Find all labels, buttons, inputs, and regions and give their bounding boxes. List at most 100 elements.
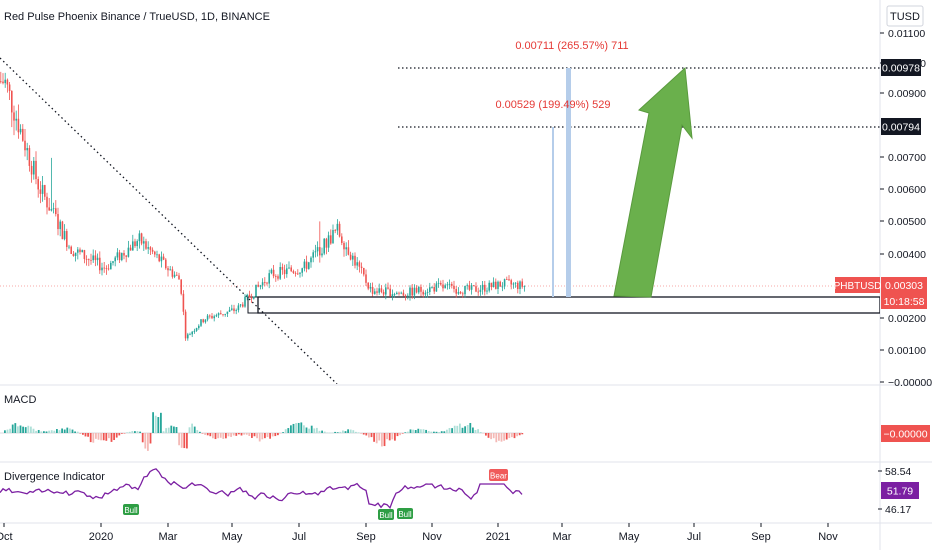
candle-body (415, 287, 418, 293)
candle-body (8, 84, 11, 91)
macd-bar (238, 433, 240, 435)
macd-bar (6, 429, 9, 433)
candle-body (6, 79, 9, 85)
downtrend-line[interactable] (0, 57, 338, 384)
candle-body (495, 281, 497, 289)
projection-arrow[interactable] (613, 66, 693, 298)
time-tick-label: Jul (292, 531, 306, 543)
candle-body (319, 247, 321, 256)
candle-body (171, 269, 174, 277)
divergence-current-tag: 51.79 (881, 482, 919, 499)
macd-bar (508, 433, 511, 439)
main-pane[interactable]: 0.00711 (265.57%) 711 0.00529 (199.49%) … (0, 40, 880, 384)
candle-body (110, 262, 112, 270)
macd-bar (388, 433, 391, 441)
candle-body (220, 313, 222, 315)
macd-bar (498, 433, 500, 441)
candle-body (239, 304, 242, 306)
candle-body (147, 247, 149, 249)
macd-histogram[interactable] (4, 412, 524, 451)
macd-bar (407, 431, 409, 433)
candle-body (105, 268, 108, 270)
price-axis[interactable]: 0.011000.010000.009000.007000.006000.005… (880, 28, 932, 389)
macd-bar (253, 433, 256, 437)
divergence-line[interactable] (0, 468, 523, 509)
macd-bar (58, 430, 61, 433)
mid-measure-bar[interactable] (552, 127, 554, 297)
macd-bar (196, 430, 199, 433)
candle-body (367, 282, 369, 289)
svg-text:Bull: Bull (124, 506, 138, 515)
macd-bar (170, 425, 173, 433)
candle-body (407, 295, 409, 297)
candle-body (167, 268, 169, 271)
currency-label: TUSD (890, 11, 920, 23)
macd-bar (53, 430, 56, 433)
macd-bar (349, 429, 352, 433)
macd-bar (516, 433, 518, 437)
candle-body (481, 284, 484, 290)
macd-bar (412, 429, 414, 433)
time-axis[interactable]: Oct 2020 Mar May Jul Sep Nov 2021 Mar May Jul Sep No… (0, 523, 838, 543)
macd-value-tag: −0.00000 (881, 425, 930, 442)
macd-bar (368, 433, 370, 438)
currency-button[interactable] (886, 5, 924, 27)
candle-body (451, 283, 453, 286)
price-tick-label: 0.00700 (888, 152, 926, 164)
macd-bar (318, 430, 321, 433)
symbol-tag: PHBTUSD (834, 277, 881, 293)
macd-bar (461, 427, 464, 433)
svg-text:51.79: 51.79 (887, 486, 913, 498)
candle-body (160, 256, 163, 262)
candle-body (385, 287, 387, 295)
target-measure-bar[interactable] (566, 68, 571, 297)
macd-bar (245, 433, 248, 435)
macd-bar (383, 433, 386, 447)
macd-bar (295, 423, 297, 433)
macd-bar (485, 433, 487, 436)
support-zone-box[interactable] (257, 296, 880, 314)
macd-bar (435, 431, 438, 433)
candle-body (281, 266, 284, 270)
candle-body (378, 288, 380, 293)
macd-bar (175, 427, 178, 433)
macd-bar (417, 428, 420, 433)
macd-bar (74, 431, 76, 433)
candle-body (13, 112, 15, 121)
candle-body (343, 242, 345, 250)
candle-body (409, 287, 411, 296)
macd-bar (381, 433, 383, 447)
macd-bar (30, 426, 32, 433)
candle-body (365, 274, 367, 283)
candle-body (17, 118, 20, 133)
divergence-label: Divergence Indicator (4, 471, 105, 483)
candle-body (475, 286, 477, 292)
macd-bar (136, 431, 139, 433)
candle-body (435, 283, 438, 292)
candle-body (248, 294, 251, 298)
candle-body (301, 268, 303, 273)
candle-body (46, 196, 48, 208)
macd-bar (9, 428, 11, 433)
svg-text:0.00794: 0.00794 (882, 122, 920, 134)
candle-body (125, 255, 127, 257)
svg-text:0.00303: 0.00303 (885, 280, 923, 292)
macd-bar (201, 433, 204, 434)
macd-bar (264, 433, 266, 439)
candle-body (290, 267, 292, 272)
macd-bar (131, 431, 134, 433)
candle-body (321, 253, 323, 256)
macd-bar (422, 429, 425, 433)
candle-body (151, 249, 154, 252)
candle-body (68, 246, 70, 248)
candle-body (387, 287, 389, 289)
macd-bar (71, 429, 74, 433)
divergence-lower: 46.17 (885, 504, 911, 516)
candle-body (316, 247, 319, 252)
candle-body (314, 251, 317, 253)
candle-body (121, 253, 123, 261)
macd-bar (334, 431, 336, 433)
candle-body (50, 208, 53, 211)
candle-body (396, 292, 398, 295)
